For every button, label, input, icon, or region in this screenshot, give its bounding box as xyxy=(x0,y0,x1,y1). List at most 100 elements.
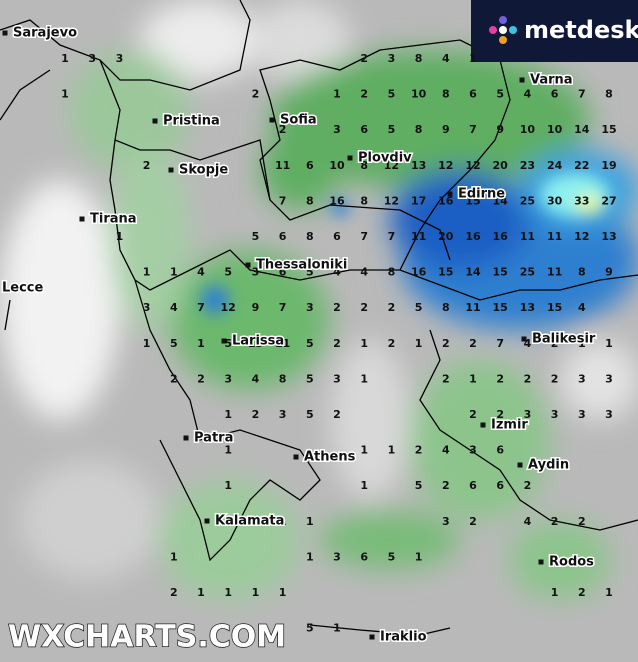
precip-value: 3 xyxy=(116,52,124,65)
precip-value: 2 xyxy=(360,52,368,65)
precip-value: 16 xyxy=(465,230,481,243)
precip-value: 11 xyxy=(275,337,290,350)
precip-value: 12 xyxy=(221,301,236,314)
precip-value: 13 xyxy=(248,337,263,350)
precip-value: 2 xyxy=(388,337,396,350)
precip-value: 8 xyxy=(415,123,423,136)
precip-value: 15 xyxy=(493,266,508,279)
precip-value: 7 xyxy=(496,337,504,350)
precip-value: 2 xyxy=(360,88,368,101)
precip-value: 1 xyxy=(360,444,368,457)
precip-value: 2 xyxy=(170,372,178,385)
city-label: Iraklio xyxy=(380,630,427,645)
precip-value: 5 xyxy=(388,88,396,101)
precip-value: 8 xyxy=(442,301,450,314)
precip-value: 10 xyxy=(547,123,563,136)
precip-value: 3 xyxy=(333,372,341,385)
precip-value: 8 xyxy=(415,52,423,65)
precip-value: 7 xyxy=(279,301,287,314)
precip-value: 2 xyxy=(252,408,260,421)
precip-value: 13 xyxy=(411,159,426,172)
precip-value: 5 xyxy=(306,622,314,635)
precip-value: 5 xyxy=(170,337,178,350)
precip-value: 12 xyxy=(574,230,589,243)
precip-value: 2 xyxy=(524,479,532,492)
precip-value: 5 xyxy=(388,550,396,563)
precip-value: 11 xyxy=(411,230,426,243)
city-label: Varna xyxy=(530,73,573,88)
precip-value: 14 xyxy=(493,194,509,207)
precip-value: 6 xyxy=(469,479,477,492)
precip-value: 1 xyxy=(61,88,69,101)
precip-value: 24 xyxy=(547,159,563,172)
precip-value: 4 xyxy=(442,444,450,457)
city-marker xyxy=(269,117,275,123)
precip-value: 13 xyxy=(601,230,616,243)
city-marker xyxy=(152,118,158,124)
precip-value: 16 xyxy=(438,194,454,207)
precip-value: 1 xyxy=(252,586,260,599)
precip-value: 3 xyxy=(88,52,96,65)
precip-value: 6 xyxy=(279,266,287,279)
city-label: Larissa xyxy=(232,334,284,349)
precip-value: 1 xyxy=(143,337,151,350)
city-label: Patra xyxy=(194,431,233,446)
precip-value: 15 xyxy=(465,194,480,207)
city-marker xyxy=(480,422,486,428)
city-label: Thessaloniki xyxy=(256,258,347,273)
precip-value: 15 xyxy=(438,266,453,279)
precip-value: 2 xyxy=(469,515,477,528)
city-marker xyxy=(519,77,525,83)
precip-value: 8 xyxy=(306,194,314,207)
precip-value: 1 xyxy=(551,586,559,599)
precip-value: 5 xyxy=(224,337,232,350)
city-label: Athens xyxy=(304,450,356,465)
precip-value: 2 xyxy=(333,337,341,350)
precip-value: 7 xyxy=(279,194,287,207)
city-marker xyxy=(168,167,174,173)
precip-value: 6 xyxy=(333,230,341,243)
precip-value: 6 xyxy=(496,444,504,457)
city-marker xyxy=(369,634,375,640)
city-marker xyxy=(221,338,227,344)
precip-value: 2 xyxy=(360,301,368,314)
city-marker xyxy=(245,262,251,268)
precip-value: 27 xyxy=(601,194,616,207)
precip-value: 2 xyxy=(415,444,423,457)
precip-value: 11 xyxy=(547,266,562,279)
precip-value: 30 xyxy=(547,194,563,207)
precip-value: 10 xyxy=(329,159,345,172)
city-label: Kalamata xyxy=(215,514,284,529)
precip-value: 11 xyxy=(465,301,480,314)
city-label: Balikesir xyxy=(532,332,596,347)
precip-value: 1 xyxy=(143,266,151,279)
precip-value: 1 xyxy=(306,515,314,528)
city-marker xyxy=(204,518,210,524)
precip-value: 4 xyxy=(333,266,341,279)
precip-value: 1 xyxy=(360,337,368,350)
precip-value: 1 xyxy=(306,550,314,563)
precip-value: 3 xyxy=(388,52,396,65)
precip-value: 19 xyxy=(601,159,616,172)
precip-value: 6 xyxy=(496,479,504,492)
precip-value: 3 xyxy=(333,123,341,136)
precip-value: 4 xyxy=(524,337,532,350)
precip-value: 15 xyxy=(493,301,508,314)
precip-value: 10 xyxy=(411,88,427,101)
precip-value: 12 xyxy=(384,194,399,207)
precip-value: 3 xyxy=(469,444,477,457)
precip-value: 25 xyxy=(520,194,535,207)
precip-value: 1 xyxy=(388,444,396,457)
precip-value: 1 xyxy=(197,586,205,599)
precip-value: 4 xyxy=(524,88,532,101)
city-marker xyxy=(447,191,453,197)
precip-value: 11 xyxy=(520,230,535,243)
city-label: Izmir xyxy=(491,418,528,433)
city-label: Plovdiv xyxy=(358,151,412,166)
precip-value: 6 xyxy=(360,123,368,136)
precip-value: 1 xyxy=(279,586,287,599)
precip-value: 5 xyxy=(388,123,396,136)
precip-value: 3 xyxy=(252,266,260,279)
